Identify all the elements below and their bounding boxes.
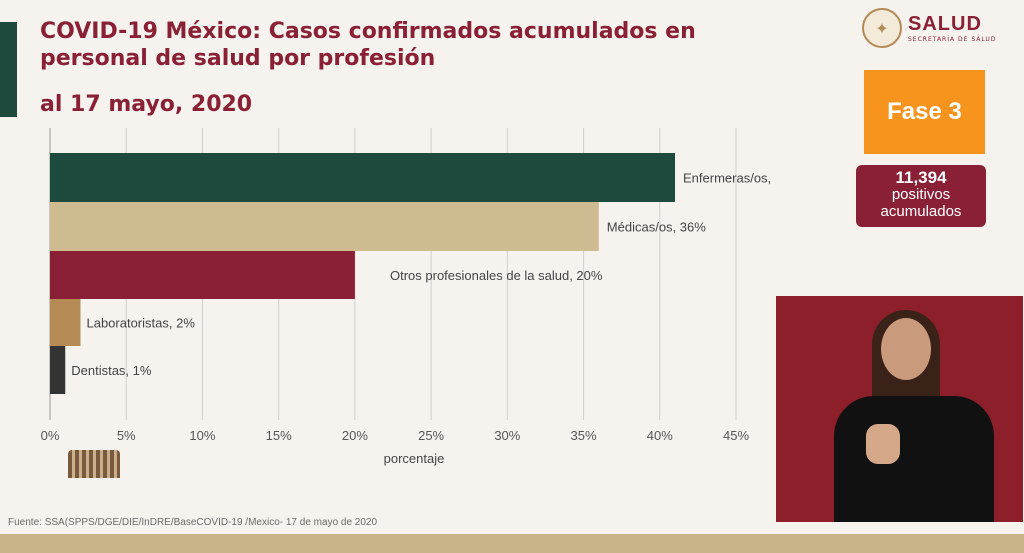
bar-data-label: Enfermeras/os, 41% [683,171,770,186]
x-tick-label: 35% [571,428,597,443]
bar-2 [50,202,599,251]
bar-4 [50,299,81,346]
positives-count: 11,394 [895,168,947,187]
x-axis-label: porcentaje [384,451,445,466]
bar-data-label: Laboratoristas, 2% [86,316,195,331]
x-tick-label: 20% [342,428,368,443]
source-footnote: Fuente: SSA(SPPS/DGE/DIE/InDRE/BaseCOVID… [8,517,378,528]
bar-data-label: Dentistas, 1% [71,363,152,378]
anniversary-logo [66,450,122,500]
x-tick-label: 30% [494,428,520,443]
eagle-seal-icon: ✦ [862,8,902,48]
bar-data-label: Médicas/os, 36% [607,220,706,235]
bar-5 [50,346,66,394]
x-tick-label: 5% [117,428,136,443]
sign-language-interpreter [776,296,1023,522]
positives-line2: acumulados [880,203,962,220]
bar-3 [50,251,355,299]
x-tick-label: 40% [647,428,673,443]
x-tick-label: 0% [41,428,60,443]
logo-name: SALUD [908,13,982,35]
page-subtitle: al 17 mayo, 2020 [40,92,253,117]
logo-sub: SECRETARÍA DE SALUD [908,36,997,43]
positives-box: 11,394 positivos acumulados [856,165,986,227]
bar-1 [50,153,676,202]
x-tick-label: 25% [418,428,444,443]
x-tick-label: 45% [723,428,749,443]
bar-chart: 0% 5% 10% 15% 20% 25% 30% 35% 40% 45% Enfermeras/o… [41,128,770,466]
page-title: COVID-19 México: Casos confirmados acumu… [40,19,696,71]
positives-line1: positivos [891,186,951,203]
bottom-band [0,534,1024,553]
x-tick-label: 15% [266,428,292,443]
bar-data-label: Otros profesionales de la salud, 20% [390,268,603,283]
x-tick-label: 10% [189,428,215,443]
phase-badge: Fase 3 [864,70,985,154]
accent-bar [0,22,17,117]
salud-logo: ✦ SALUD SECRETARÍA DE SALUD [862,8,996,48]
